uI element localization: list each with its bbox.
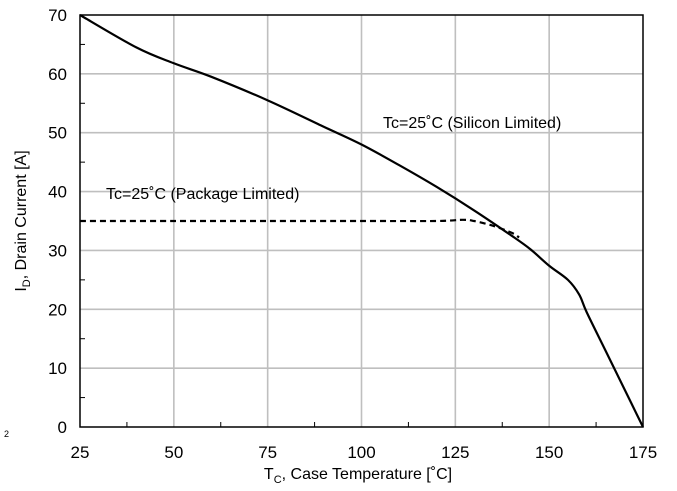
series-line-package-limited [80, 218, 520, 239]
x-tick-label-6: 175 [629, 443, 657, 462]
legend-label-package: Tc=25˚C (Package Limited) [106, 186, 299, 203]
y-tick-label-5: 50 [48, 124, 67, 143]
y-axis-title-rest: , Drain Current [A] [13, 150, 30, 279]
y-tick-label-7: 70 [48, 6, 67, 25]
series-layer [79, 14, 644, 428]
y-tick-labels: 0 10 20 30 40 50 60 70 [48, 6, 67, 437]
series-line-silicon-limited [79, 14, 644, 428]
x-axis-title-rest: , Case Temperature [˚C] [282, 466, 452, 483]
y-tick-label-2: 20 [48, 300, 67, 319]
y-axis-title-sub: D [21, 279, 33, 287]
y-tick-label-0: 0 [58, 418, 67, 437]
legend-label-silicon: Tc=25˚C (Silicon Limited) [383, 115, 561, 132]
stray-label: 2 [4, 429, 9, 439]
grid [80, 15, 643, 427]
x-tick-labels: 25 50 75 100 125 150 175 [71, 443, 658, 462]
x-axis-title-main: T [264, 466, 274, 483]
x-tick-label-4: 125 [441, 443, 469, 462]
plot-frame [79, 14, 644, 428]
x-tick-label-5: 150 [535, 443, 563, 462]
y-tick-label-6: 60 [48, 65, 67, 84]
x-axis-title: TC, Case Temperature [˚C] [264, 466, 452, 486]
y-axis-title: ID, Drain Current [A] [13, 150, 33, 291]
y-tick-label-3: 30 [48, 241, 67, 260]
x-tick-label-2: 75 [258, 443, 277, 462]
y-tick-label-1: 10 [48, 359, 67, 378]
x-axis-title-sub: C [274, 474, 282, 486]
x-tick-label-1: 50 [164, 443, 183, 462]
x-tick-label-3: 100 [347, 443, 375, 462]
y-axis-title-main: I [13, 287, 30, 291]
x-tick-label-0: 25 [71, 443, 90, 462]
minor-ticks [80, 43, 597, 427]
y-tick-label-4: 40 [48, 183, 67, 202]
